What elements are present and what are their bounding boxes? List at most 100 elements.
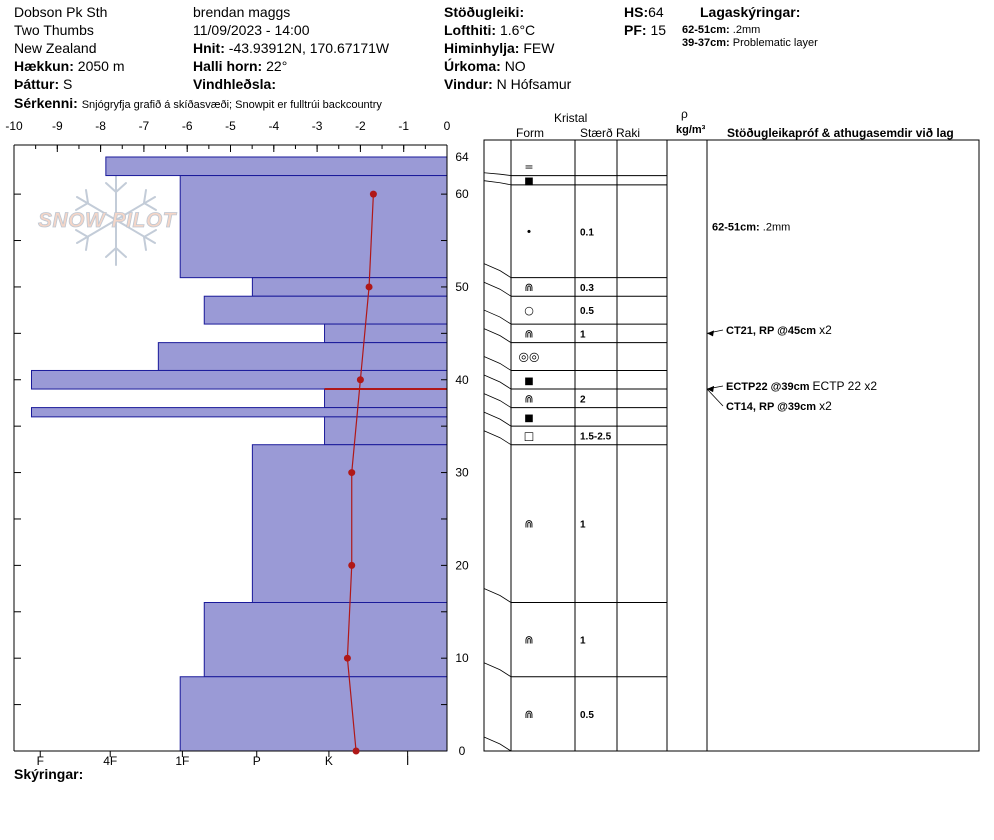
precipitation: Úrkoma: NO [444,58,526,74]
grain-form-icon: = [524,160,533,173]
temperature-tick-label: -9 [52,119,63,133]
hardness-bar [105,156,448,177]
temperature-tick-label: -7 [139,119,150,133]
slope-angle: Halli horn: 22° [193,58,288,74]
layer-notes-title: Lagaskýringar: [700,4,801,20]
temperature-point [369,190,377,198]
height-tick-label: 64 [455,150,469,164]
layer-connector [483,411,512,427]
grain-form-icon: ■ [524,413,533,424]
hardness-label: P [253,754,261,768]
grain-size: 1 [580,520,586,531]
country: New Zealand [14,40,97,56]
layer-comment: 62-51cm: .2mm [712,222,790,234]
hardness-bar [30,369,448,390]
grain-form-icon: ⋒ [524,327,533,340]
temperature-point [348,561,356,569]
features: Sérkenni: Snjógryfja grafið á skíðasvæði… [14,95,382,111]
grain-size: 0.3 [580,283,594,294]
form-header: Form [516,126,544,140]
stability: Stöðugleiki: [444,4,525,20]
layer-connector [483,180,512,186]
grain-form-icon: ◎◎ [519,350,540,364]
temperature-tick-label: -8 [95,119,106,133]
grain-form-icon: ○ [524,304,534,317]
temperature-tick-label: -2 [355,119,366,133]
hardness-bar [203,602,448,678]
layer-connector [483,430,512,446]
hardness-bar [30,407,448,418]
notes-label: Skýringar: [14,766,84,782]
temperature-tick-label: -1 [398,119,409,133]
temperature-point [352,747,360,755]
sky-cover: Himinhylja: FEW [444,40,555,56]
temperature-tick-label: -3 [312,119,323,133]
location-name: Dobson Pk Sth [14,4,108,20]
layer-note: 62-51cm: .2mm [682,24,761,36]
stability-test-pointer [706,388,724,407]
grain-form-icon: ⋒ [524,392,533,405]
temperature-tick-label: -10 [5,119,23,133]
grain-size: 0.5 [580,710,594,721]
height-tick-label: 20 [455,558,469,572]
stability-tests-header: Stöðugleikapróf & athugasemdir við lag [727,126,954,140]
temperature-point [356,376,364,384]
hardness-label: K [325,754,333,768]
observer: brendan maggs [193,4,291,20]
density-symbol: ρ [681,107,688,121]
layer-connector [483,356,512,371]
temperature-point [348,469,356,477]
layer-connector [483,588,512,603]
layer-connector [483,736,512,752]
grain-form-icon: ⋒ [524,634,533,647]
temperature-tick-label: -5 [225,119,236,133]
hardness-bar [251,444,448,603]
hardness-bar [324,416,448,446]
stability-test: CT14, RP @39cm x2 [726,399,832,413]
layer-note: 39-37cm: Problematic layer [682,37,818,49]
hardness-bar [324,323,448,344]
grain-size: 0.1 [580,227,594,238]
snow-height: HS:64 [624,4,664,20]
moisture-header: Raki [616,126,641,140]
grain-size: 1.5-2.5 [580,431,612,442]
aspect: Þáttur: S [14,76,73,92]
layer-connector [483,393,512,408]
wind: Vindur: N Hófsamur [444,76,572,92]
hardness-label: I [406,754,409,768]
grain-form-icon: • [526,225,533,238]
wind-loading: Vindhleðsla: [193,76,276,92]
layer-connector [483,374,512,390]
grain-size: 2 [580,394,586,405]
hardness-label: F [37,754,44,768]
temperature-point [365,283,373,291]
height-tick-label: 40 [455,373,469,387]
profile-table-frame [483,139,980,752]
size-header: Stærð [580,126,613,140]
temperature-tick-label: 0 [444,119,451,133]
layer-connector [483,263,512,278]
height-tick-label: 30 [455,466,469,480]
height-tick-label: 60 [455,187,469,201]
grain-size: 0.5 [580,306,594,317]
grain-form-icon: ⋒ [524,518,533,531]
hardness-bar [251,277,448,297]
temperature-tick-label: -6 [182,119,193,133]
grain-form-icon: □ [524,429,534,442]
penetration-foot: PF: 15 [624,22,667,38]
layer-connector [483,662,512,678]
grain-size: 1 [580,329,586,340]
hardness-label: 1F [175,754,189,768]
height-tick-label: 10 [455,651,469,665]
layer-connector [483,172,512,176]
stability-test-arrowhead [707,330,714,337]
elevation: Hækkun: 2050 m [14,58,125,74]
stability-test: CT21, RP @45cm x2 [726,323,832,337]
stability-test: ECTP22 @39cm ECTP 22 x2 [726,379,877,393]
svg-text:SNOW PILOT: SNOW PILOT [38,209,178,232]
temperature-tick-label: -4 [268,119,279,133]
height-tick-label: 0 [459,744,466,758]
layer-connector [483,309,512,325]
grain-form-icon: ■ [524,176,533,187]
